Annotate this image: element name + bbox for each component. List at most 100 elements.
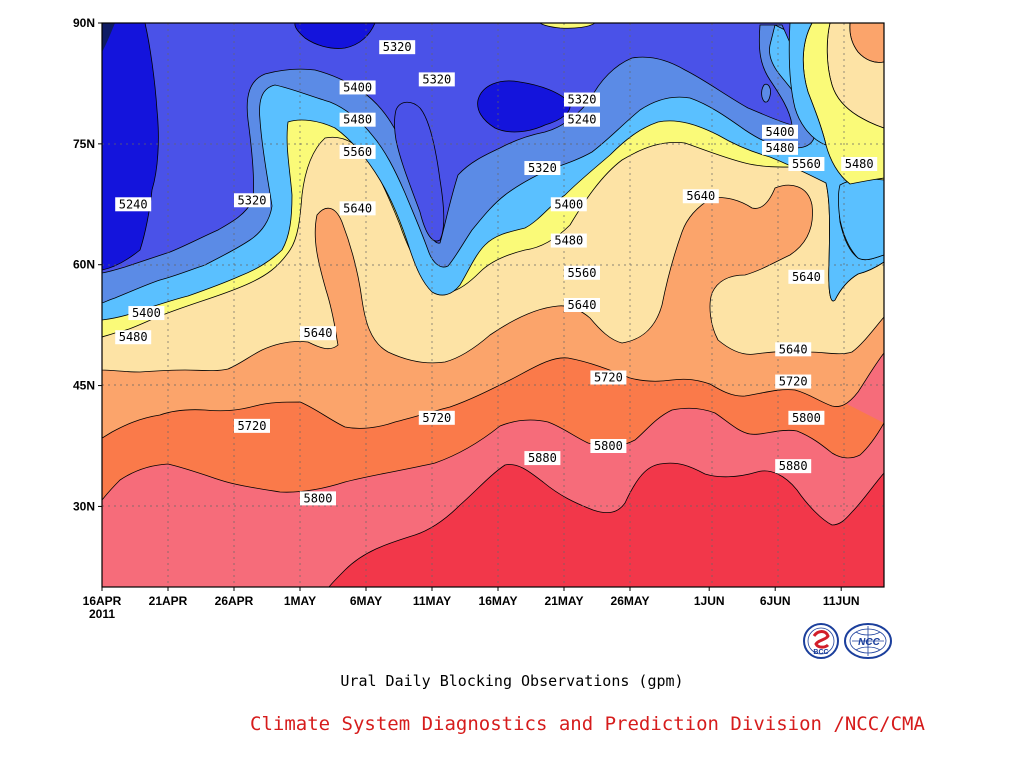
y-tick-label: 90N — [73, 16, 95, 30]
contour-label-bg — [564, 92, 600, 107]
contour-label: 5320 — [524, 161, 561, 176]
contour-label: 5480 — [550, 233, 587, 248]
band-5320 — [102, 23, 884, 274]
contour-label: 5320 — [418, 72, 455, 87]
contour-label-bg — [300, 326, 336, 341]
contour-label-bg — [775, 374, 812, 389]
contour-label-bg — [234, 418, 270, 433]
contour-label-text: 5480 — [343, 113, 372, 127]
contour-label: 5400 — [550, 197, 587, 212]
contour-label: 5320 — [379, 40, 416, 55]
x-tick-label: 11JUN — [823, 594, 860, 608]
contour-label-text: 5400 — [766, 125, 795, 139]
contour-label-text: 5480 — [119, 330, 148, 344]
contour-label-text: 5480 — [845, 157, 874, 171]
x-tick-label: 16APR — [83, 594, 122, 608]
plot-frame — [101, 22, 885, 588]
contour-label-bg — [524, 451, 561, 466]
contour-label: 5480 — [339, 112, 376, 127]
contour-label-bg — [339, 201, 376, 216]
contour-label: 5640 — [775, 342, 812, 357]
contour-label-bg — [682, 189, 719, 204]
contour-label-bg — [379, 40, 416, 55]
contour-label-bg — [841, 157, 878, 171]
contour-label: 5720 — [590, 370, 627, 385]
contour-label-text: 5480 — [766, 141, 795, 155]
contour-label-bg — [590, 370, 627, 385]
contour-label-text: 5240 — [119, 197, 148, 211]
contour-label: 5240 — [564, 112, 600, 127]
contour-label-text: 5800 — [594, 439, 623, 453]
contour-label-bg — [339, 144, 376, 159]
y-tick-label: 75N — [73, 137, 95, 151]
contour-label-text: 5400 — [132, 306, 161, 320]
contour-label-text: 5640 — [343, 201, 372, 215]
contour-label-text: 5320 — [528, 161, 557, 175]
contour-label-text: 5560 — [792, 157, 821, 171]
contour-label: 5400 — [339, 80, 376, 95]
contour-label-text: 5800 — [792, 411, 821, 425]
contour-label: 5320 — [564, 92, 600, 107]
x-tick-label: 21APR — [149, 594, 188, 608]
contour-label-text: 5640 — [304, 326, 333, 340]
y-tick-label: 30N — [73, 499, 95, 513]
x-tick-label: 16MAY — [479, 594, 518, 608]
contour-label: 5800 — [788, 410, 825, 425]
contour-label-bg — [762, 124, 798, 139]
contour-label: 5640 — [300, 326, 336, 341]
contour-label-bg — [564, 298, 600, 312]
contour-label-text: 5640 — [568, 298, 597, 312]
contour-label-bg — [115, 197, 152, 212]
contour-label: 5480 — [762, 140, 798, 155]
band-5320-pocket — [394, 101, 445, 242]
contour-label-text: 5720 — [779, 375, 808, 389]
contour-label-bg — [524, 161, 561, 176]
contour-label: 5800 — [300, 491, 336, 506]
contour-label-text: 5640 — [792, 270, 821, 284]
contour-label: 5480 — [841, 157, 878, 171]
contour-label-text: 5640 — [779, 342, 808, 356]
contour-label: 5880 — [775, 459, 812, 474]
band-5240 — [294, 23, 376, 49]
x-tick-label: 6MAY — [350, 594, 382, 608]
contour-label: 5720 — [418, 410, 455, 425]
contour-label-bg — [418, 72, 455, 87]
contour-label-text: 5240 — [568, 113, 597, 127]
contour-label-text: 5560 — [568, 266, 597, 280]
contour-label-bg — [564, 265, 600, 280]
bcc-logo: BCC — [803, 623, 839, 659]
contour-label-bg — [788, 410, 825, 425]
contour-label: 5800 — [590, 439, 627, 453]
ncc-logo: NCC — [844, 623, 892, 659]
band-5160 — [102, 23, 115, 52]
contour-label: 5880 — [524, 451, 561, 466]
contour-label-bg — [128, 306, 165, 321]
contour-label-bg — [300, 491, 336, 506]
band-5560-top — [539, 23, 596, 29]
chart-subtitle: Ural Daily Blocking Observations (gpm) — [340, 672, 684, 690]
chart-title: Climate System Diagnostics and Predictio… — [250, 713, 925, 735]
x-tick-label: 6JUN — [760, 594, 791, 608]
contour-label-text: 5720 — [594, 371, 623, 385]
x-year-label: 2011 — [89, 607, 115, 621]
contour-label-text: 5560 — [343, 145, 372, 159]
contour-fill — [102, 23, 884, 587]
contour-label-text: 5880 — [779, 459, 808, 473]
contour-label-text: 5720 — [238, 419, 267, 433]
ncc-logo-text: NCC — [858, 637, 880, 648]
contour-label-text: 5480 — [554, 234, 583, 248]
contour-label-bg — [775, 459, 812, 474]
contour-label-text: 5400 — [343, 80, 372, 94]
x-tick-label: 21MAY — [545, 594, 584, 608]
y-tick-label: 60N — [73, 258, 95, 272]
contour-label-bg — [339, 80, 376, 95]
contour-label: 5560 — [788, 157, 825, 171]
contour-label-bg — [788, 157, 825, 171]
x-tick-label: 1JUN — [694, 594, 725, 608]
bcc-logo-text: BCC — [813, 649, 828, 656]
band-5400 — [102, 23, 884, 304]
contour-label: 5240 — [115, 197, 152, 212]
contour-label-bg — [115, 330, 152, 345]
contour-label-bg — [775, 342, 812, 357]
